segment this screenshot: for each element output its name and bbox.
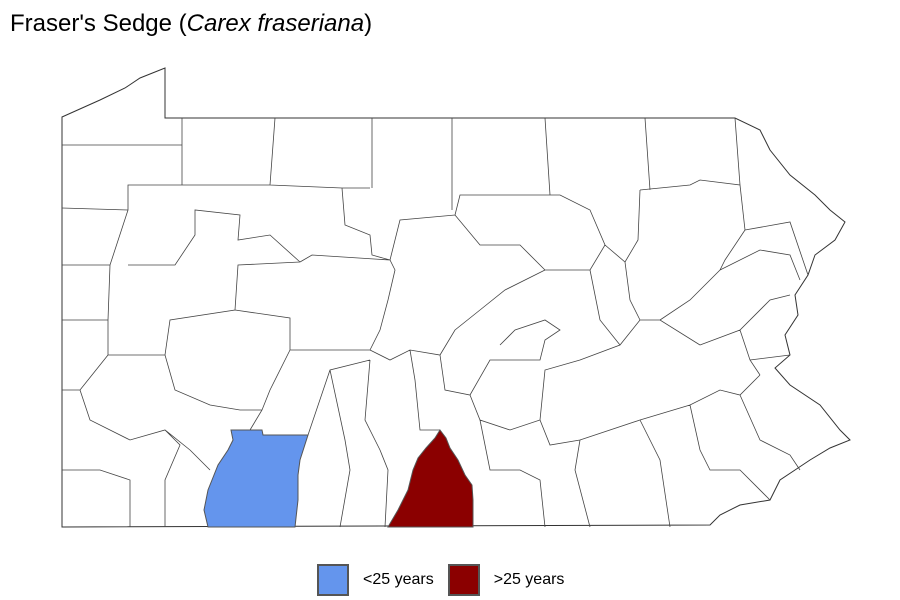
legend-label-lt25: <25 years xyxy=(363,571,434,588)
county-lines xyxy=(61,117,809,528)
legend-swatch-lt25 xyxy=(317,564,349,596)
scientific-name: Carex fraseriana xyxy=(186,10,365,37)
paren-close: ) xyxy=(364,10,373,37)
paren-open: ( xyxy=(172,10,187,37)
county-franklin-gt25[interactable] xyxy=(387,429,474,528)
common-name: Fraser's Sedge xyxy=(10,10,172,37)
legend-label-gt25: >25 years xyxy=(493,571,565,588)
map-title: Fraser's Sedge (Carex fraseriana) xyxy=(10,10,372,38)
county-bedford-lt25[interactable] xyxy=(203,429,309,528)
legend-swatch-gt25 xyxy=(447,564,480,596)
legend: <25 years >25 years xyxy=(317,564,578,596)
